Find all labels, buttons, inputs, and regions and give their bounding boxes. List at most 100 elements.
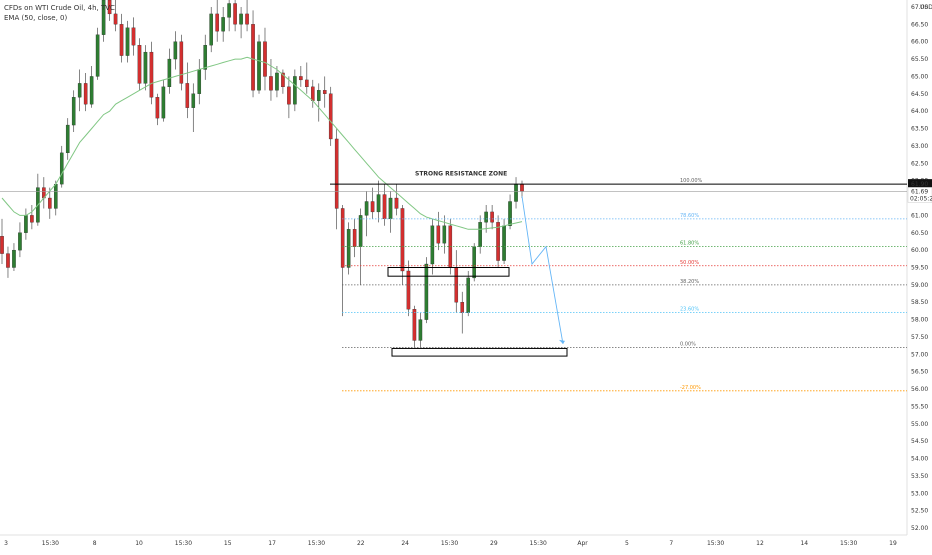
price-tick-label: 67.00 [911, 4, 928, 11]
price-tick-label: 53.50 [911, 473, 928, 480]
time-tick-label: 14 [800, 540, 808, 547]
price-tick-label: 59.00 [911, 282, 928, 289]
candle-body [119, 24, 124, 56]
candle-body [71, 97, 76, 126]
candle-body [167, 58, 172, 88]
time-tick-label: 7 [669, 540, 673, 547]
candle-body [149, 51, 154, 98]
time-tick-label: 8 [93, 540, 97, 547]
candle-body [436, 225, 441, 244]
candle-body [215, 13, 219, 32]
candle-body [77, 83, 82, 98]
fib-level-label: 0.00% [680, 341, 696, 347]
candle-body [340, 208, 345, 268]
time-tick-label: 15 [224, 540, 232, 547]
candle-body [287, 86, 291, 105]
price-tick-label: 59.50 [911, 265, 928, 272]
projection-arrowhead [559, 339, 565, 344]
candle-body [406, 270, 411, 310]
price-tick-label: 53.00 [911, 490, 928, 497]
countdown-text: 02:05:27 [910, 195, 932, 202]
price-tick-label: 63.00 [911, 143, 928, 150]
candle-body [281, 72, 285, 88]
time-tick-label: 17 [268, 540, 276, 547]
currency-label: USD [920, 4, 932, 11]
legend-title: CFDs on WTI Crude Oil, 4h, TVC [4, 4, 115, 12]
time-tick-label: 15:30 [308, 540, 325, 547]
candle-body [412, 309, 417, 341]
candle-body [328, 93, 333, 140]
time-tick-label: 29 [490, 540, 498, 547]
time-tick-label: 10 [135, 540, 143, 547]
candle-body [496, 222, 500, 261]
time-tick-label: Apr [577, 540, 588, 547]
candle-body [376, 194, 381, 213]
fib-level-label: -27.00% [680, 385, 701, 391]
candle-body [30, 215, 34, 223]
candle-body [6, 253, 10, 268]
candle-body [257, 41, 261, 91]
time-tick-label: 22 [357, 540, 365, 547]
price-tick-label: 63.50 [911, 126, 928, 133]
price-tick-label: 66.50 [911, 21, 928, 28]
candle-body [197, 69, 202, 94]
price-tick-label: 56.50 [911, 369, 928, 376]
candle-body [227, 3, 231, 18]
price-tick-label: 62.50 [911, 160, 928, 167]
price-tick-label: 61.00 [911, 212, 928, 219]
time-tick-label: 24 [401, 540, 409, 547]
price-tick-label: 55.50 [911, 403, 928, 410]
candle-body [299, 76, 303, 81]
candle-body [311, 86, 315, 101]
price-tick-label: 64.50 [911, 91, 928, 98]
candle-body [101, 0, 106, 35]
fib-level-label: 78.60% [680, 213, 699, 219]
projection-path [521, 196, 564, 344]
candle-body [293, 76, 297, 105]
candle-body [275, 72, 279, 91]
candle-body [185, 83, 190, 108]
candle-body [251, 24, 255, 91]
candle-body [424, 263, 429, 320]
candle-body [442, 225, 447, 244]
candle-body [53, 183, 58, 209]
resistance-zone-label: STRONG RESISTANCE ZONE [415, 170, 507, 177]
fib-level-label: 38.20% [680, 279, 699, 285]
candle-body [430, 225, 435, 265]
candle-body [173, 41, 178, 60]
time-tick-label: 15:30 [707, 540, 724, 547]
candle-body [191, 93, 196, 108]
candle-body [143, 51, 148, 84]
candle-body [239, 13, 243, 25]
candle-body [388, 197, 393, 220]
candle-body [520, 183, 524, 192]
candle-body [370, 201, 375, 213]
candle-body [358, 215, 363, 247]
price-tick-label: 64.00 [911, 108, 928, 115]
candle-body [203, 45, 208, 70]
candle-body [269, 76, 273, 91]
price-tick-label: 52.50 [911, 508, 928, 515]
candle-body [59, 152, 64, 185]
candle-body [394, 197, 399, 209]
price-tick-label: 52.00 [911, 525, 928, 532]
current-price-badge [907, 187, 932, 203]
price-tick-label: 55.00 [911, 421, 928, 428]
price-tick-label: 65.50 [911, 56, 928, 63]
price-tick-label: 58.50 [911, 299, 928, 306]
candle-body [155, 97, 160, 119]
candle-body [316, 90, 321, 101]
time-tick-label: 15:30 [175, 540, 192, 547]
candle-body [209, 13, 213, 46]
candle-body [179, 41, 184, 84]
price-tick-label: 57.00 [911, 351, 928, 358]
candle-body [400, 208, 405, 272]
candle-body [131, 27, 136, 46]
target-zone-box [391, 347, 568, 357]
candle-body [48, 197, 52, 209]
ema-line [1, 56, 523, 230]
candle-body [352, 229, 357, 247]
candle-body [502, 225, 506, 261]
